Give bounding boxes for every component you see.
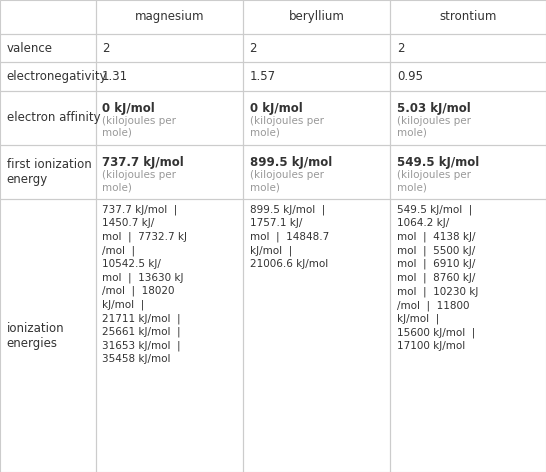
Text: (kilojoules per
mole): (kilojoules per mole) [397, 116, 471, 138]
Text: magnesium: magnesium [134, 10, 204, 24]
Bar [243, 145, 390, 199]
Text: 899.5 kJ/mol: 899.5 kJ/mol [250, 156, 332, 169]
Bar [0, 34, 96, 62]
Text: 0 kJ/mol: 0 kJ/mol [250, 102, 302, 115]
Text: strontium: strontium [440, 10, 497, 24]
Text: (kilojoules per
mole): (kilojoules per mole) [102, 116, 176, 138]
Text: first ionization
energy: first ionization energy [7, 158, 91, 186]
Bar [0, 0, 96, 34]
Text: beryllium: beryllium [289, 10, 345, 24]
Bar [96, 199, 243, 472]
Bar [243, 199, 390, 472]
Text: (kilojoules per
mole): (kilojoules per mole) [250, 170, 324, 192]
Text: 737.7 kJ/mol: 737.7 kJ/mol [102, 156, 184, 169]
Bar [0, 199, 96, 472]
Text: 899.5 kJ/mol  |
1757.1 kJ/
mol  |  14848.7
kJ/mol  |
21006.6 kJ/mol: 899.5 kJ/mol | 1757.1 kJ/ mol | 14848.7 … [250, 205, 329, 269]
Bar [96, 0, 243, 34]
Bar [390, 199, 546, 472]
Bar [390, 0, 546, 34]
Bar [390, 62, 546, 91]
Text: 549.5 kJ/mol  |
1064.2 kJ/
mol  |  4138 kJ/
mol  |  5500 kJ/
mol  |  6910 kJ/
mo: 549.5 kJ/mol | 1064.2 kJ/ mol | 4138 kJ/… [397, 205, 478, 351]
Text: 737.7 kJ/mol  |
1450.7 kJ/
mol  |  7732.7 kJ
/mol  |
10542.5 kJ/
mol  |  13630 k: 737.7 kJ/mol | 1450.7 kJ/ mol | 7732.7 k… [102, 205, 187, 364]
Text: 0.95: 0.95 [397, 70, 423, 83]
Bar [0, 145, 96, 199]
Bar [0, 62, 96, 91]
Text: electron affinity: electron affinity [7, 111, 100, 124]
Bar [243, 62, 390, 91]
Text: 0 kJ/mol: 0 kJ/mol [102, 102, 155, 115]
Bar [390, 145, 546, 199]
Bar [96, 34, 243, 62]
Bar [243, 91, 390, 145]
Text: valence: valence [7, 42, 52, 55]
Text: (kilojoules per
mole): (kilojoules per mole) [397, 170, 471, 192]
Text: 2: 2 [397, 42, 405, 55]
Text: electronegativity: electronegativity [7, 70, 107, 83]
Bar [390, 91, 546, 145]
Text: 5.03 kJ/mol: 5.03 kJ/mol [397, 102, 471, 115]
Text: 1.57: 1.57 [250, 70, 276, 83]
Text: (kilojoules per
mole): (kilojoules per mole) [250, 116, 324, 138]
Text: 549.5 kJ/mol: 549.5 kJ/mol [397, 156, 479, 169]
Bar [96, 145, 243, 199]
Bar [96, 91, 243, 145]
Text: (kilojoules per
mole): (kilojoules per mole) [102, 170, 176, 192]
Bar [243, 34, 390, 62]
Bar [96, 62, 243, 91]
Text: 2: 2 [102, 42, 110, 55]
Bar [243, 0, 390, 34]
Text: ionization
energies: ionization energies [7, 321, 64, 350]
Text: 2: 2 [250, 42, 257, 55]
Bar [390, 34, 546, 62]
Bar [0, 91, 96, 145]
Text: 1.31: 1.31 [102, 70, 128, 83]
